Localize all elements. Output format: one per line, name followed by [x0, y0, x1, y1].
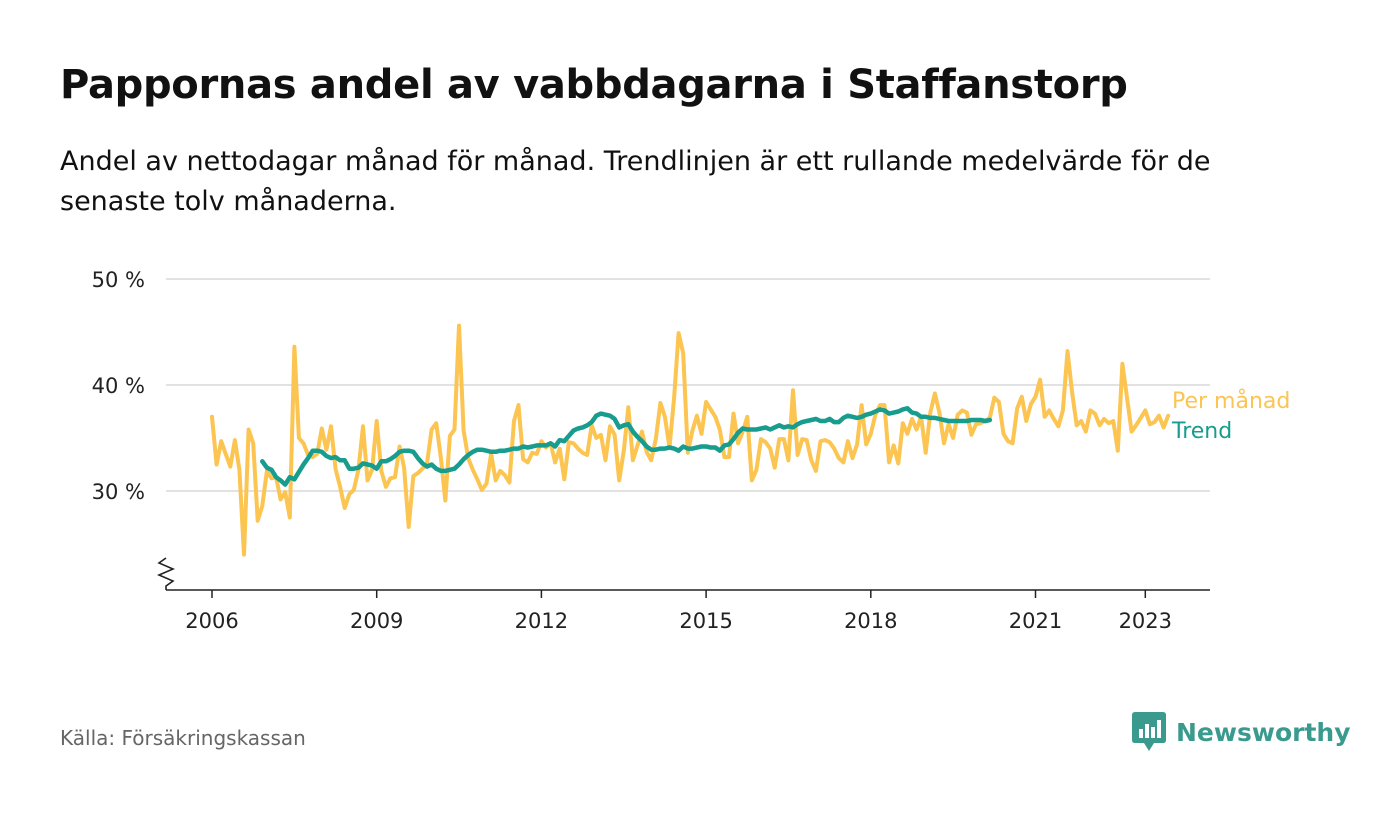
axis-break-icon [156, 557, 176, 590]
x-tick-label: 2009 [350, 609, 403, 633]
x-tick-label: 2015 [679, 609, 732, 633]
y-tick-label: 50 % [92, 268, 145, 292]
y-tick-label: 40 % [92, 374, 145, 398]
chart-subtitle: Andel av nettodagar månad för månad. Tre… [60, 146, 1211, 217]
x-tick-label: 2012 [515, 609, 568, 633]
newsworthy-logo-icon [1132, 712, 1166, 751]
gridlines [166, 278, 1210, 492]
source-note: Källa: Försäkringskassan [60, 726, 306, 750]
series-line-trend [260, 406, 993, 487]
series-label: Trend [1171, 419, 1232, 444]
chart-title: Pappornas andel av vabbdagarna i Staffan… [60, 62, 1128, 108]
tick-labels: 30 % 40 % 50 % 2006 2009 2012 2015 2018 2021 2023 [92, 268, 1172, 633]
series-line-per-manad [210, 323, 1171, 557]
brand-name: Newsworthy [1176, 717, 1351, 747]
x-tick-label: 2023 [1119, 609, 1172, 633]
y-tick-label: 30 % [92, 480, 145, 504]
x-tick-label: 2006 [185, 609, 238, 633]
x-tick-label: 2018 [844, 609, 897, 633]
series-label: Per månad [1172, 388, 1290, 414]
series-labels: Per månad Trend [1171, 388, 1290, 444]
brand-logo: Newsworthy [1132, 712, 1351, 752]
axes [156, 557, 1210, 591]
series [210, 323, 1171, 557]
x-tick-label: 2021 [1009, 609, 1062, 633]
